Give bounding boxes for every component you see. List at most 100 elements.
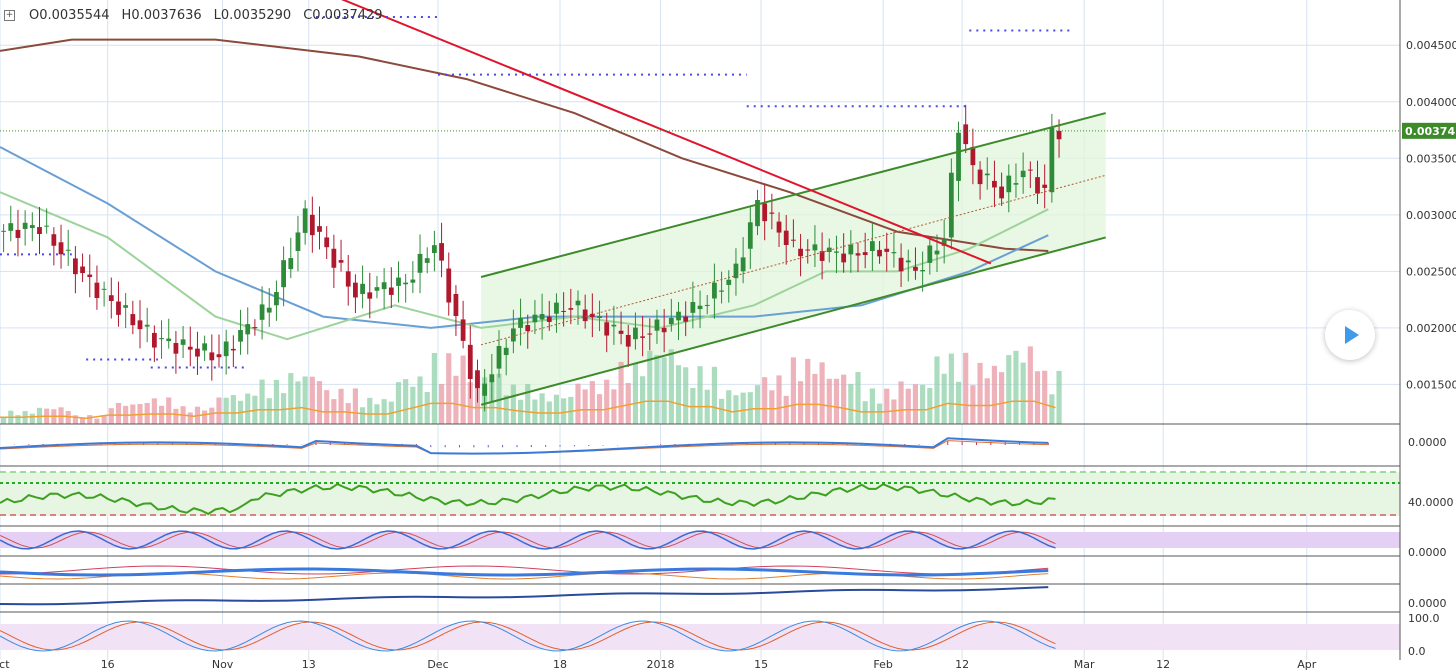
candle-body (992, 180, 997, 188)
candle-body (970, 146, 976, 166)
rsi-tick-label: 40.0000 (1408, 496, 1454, 509)
candle-body (396, 277, 401, 286)
candle-body (281, 260, 286, 288)
candle-body (862, 252, 868, 256)
volume-bar (446, 353, 452, 424)
candle-body (80, 266, 85, 274)
replay-play-button[interactable] (1325, 310, 1375, 360)
candle-body (518, 317, 523, 328)
candle-body (834, 251, 839, 253)
volume-bar (295, 381, 301, 424)
volume-bar (632, 363, 639, 424)
volume-bar (589, 381, 595, 424)
obv-tick-label: 0.0000 (1408, 597, 1447, 610)
volume-bar (173, 408, 179, 424)
candle-body (568, 308, 574, 310)
volume-bar (783, 395, 789, 424)
candle-body (561, 310, 567, 312)
candle-body (345, 271, 351, 287)
candle-body (295, 232, 301, 252)
candle-body (432, 245, 437, 253)
volume-bar (496, 373, 502, 424)
expand-legend-icon[interactable]: + (4, 10, 15, 21)
candle-body (913, 266, 918, 271)
volume-bar (934, 356, 940, 424)
volume-bar (553, 394, 560, 424)
stochastic-d-line (0, 621, 1056, 651)
volume-bar (108, 408, 114, 424)
candle-body (216, 354, 222, 358)
candle-body (633, 327, 638, 340)
candle-body (977, 169, 983, 185)
macd-tick-label: 0.0000 (1408, 436, 1447, 449)
candle-body (123, 305, 129, 308)
candle-body (274, 292, 279, 306)
candle-body (661, 327, 667, 333)
stochastic-tick-label: 0.0 (1408, 645, 1426, 658)
candle-body (288, 258, 294, 270)
stoch-rsi-tick-label: 0.0000 (1408, 546, 1447, 559)
candle-body (956, 132, 961, 181)
volume-bar (647, 350, 653, 424)
candle-body (941, 240, 947, 246)
candle-body (905, 260, 911, 263)
candle-body (984, 173, 990, 176)
volume-bar (762, 377, 768, 424)
volume-bar (245, 393, 251, 424)
candle-body (532, 314, 538, 323)
macd-line (0, 437, 1049, 455)
x-tick-label: Apr (1297, 658, 1317, 670)
channel-lower-line (480, 236, 1106, 406)
candle-body (209, 352, 215, 361)
candle-body (94, 282, 100, 298)
candle-body (855, 253, 861, 256)
volume-bar (733, 395, 739, 424)
candle-body (51, 234, 57, 246)
candle-body (159, 338, 164, 340)
candle-body (503, 347, 509, 356)
volume-bar (273, 379, 280, 424)
candle-body (460, 319, 466, 341)
volume-bar (625, 382, 631, 424)
stoch-rsi-d-line (0, 531, 1056, 549)
volume-bar (869, 388, 875, 424)
obv-line (0, 586, 1049, 606)
candle-body (230, 348, 236, 351)
channel-upper-line (480, 112, 1106, 278)
candle-body (453, 293, 459, 317)
candle-body (848, 244, 854, 255)
volume-bar (1006, 355, 1012, 424)
candle-body (37, 227, 42, 235)
candle-body (381, 282, 387, 290)
candle-body (877, 249, 882, 257)
volume-bar (395, 382, 402, 424)
volume-bar (151, 398, 157, 424)
candle-body (604, 322, 610, 336)
volume-bar (324, 390, 330, 424)
volume-bar (841, 374, 847, 424)
volume-bar (1027, 346, 1033, 424)
candle-body (582, 309, 588, 322)
candle-body (108, 295, 114, 301)
volume-bar (223, 397, 229, 424)
volume-bar (410, 386, 416, 424)
candle-body (252, 327, 258, 329)
candle-body (1035, 177, 1040, 194)
ma-long-line (0, 38, 1049, 252)
x-tick-label: Feb (873, 658, 892, 670)
candle-body (640, 336, 645, 338)
candle-body (388, 287, 394, 295)
candle-body (869, 241, 875, 252)
candle-body (776, 221, 782, 233)
volume-bar (1049, 394, 1055, 424)
volume-bar (876, 403, 883, 424)
candle-body (166, 338, 172, 342)
volume-bar (166, 397, 172, 424)
dmi-minus-line (0, 565, 1049, 575)
volume-bar (230, 395, 236, 424)
volume-bar (654, 355, 660, 424)
